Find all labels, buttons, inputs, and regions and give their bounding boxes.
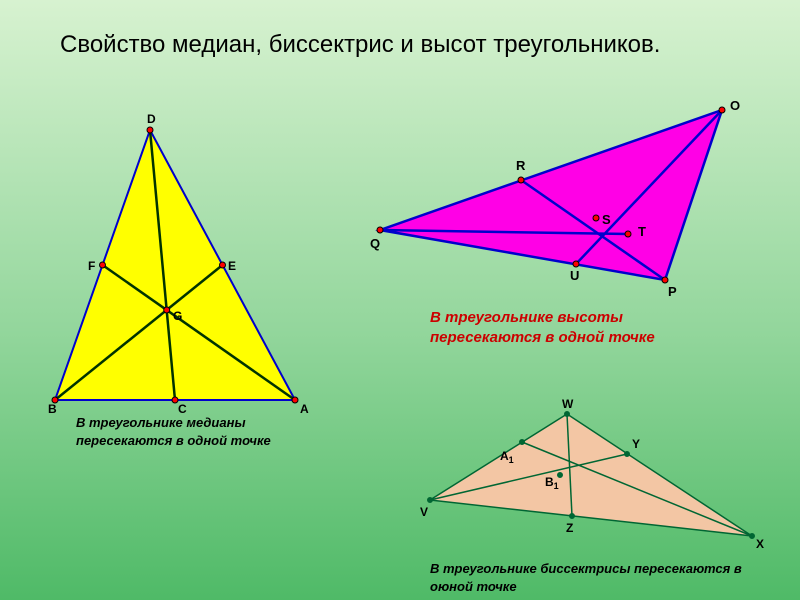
- label-Y: Y: [632, 437, 640, 451]
- label-W: W: [562, 397, 574, 411]
- label-B: B: [48, 402, 57, 416]
- label-U: U: [570, 268, 579, 283]
- label-S: S: [602, 212, 611, 227]
- label-V: V: [420, 505, 428, 519]
- label-F: F: [88, 259, 95, 273]
- label-E: E: [228, 259, 236, 273]
- caption-altitudes: В треугольнике высоты пересекаются в одн…: [430, 308, 710, 349]
- label-R: R: [516, 158, 526, 173]
- label-X: X: [756, 537, 764, 551]
- label-Z: Z: [566, 521, 573, 535]
- diagram-svg: DBAFECGQOPRUTSVWXA1B1ZY: [0, 0, 800, 600]
- stage: DBAFECGQOPRUTSVWXA1B1ZY Свойство медиан,…: [0, 0, 800, 600]
- caption-medians: В треугольнике медианы пересекаются в од…: [76, 414, 306, 449]
- label-Q: Q: [370, 236, 380, 251]
- label-P: P: [668, 284, 677, 299]
- caption-bisectors: В треугольнике биссектрисы пересекаются …: [430, 560, 750, 595]
- label-T: T: [638, 224, 646, 239]
- label-G: G: [173, 309, 182, 323]
- label-D: D: [147, 112, 156, 126]
- label-O: O: [730, 98, 740, 113]
- page-title: Свойство медиан, биссектрис и высот треу…: [60, 30, 680, 60]
